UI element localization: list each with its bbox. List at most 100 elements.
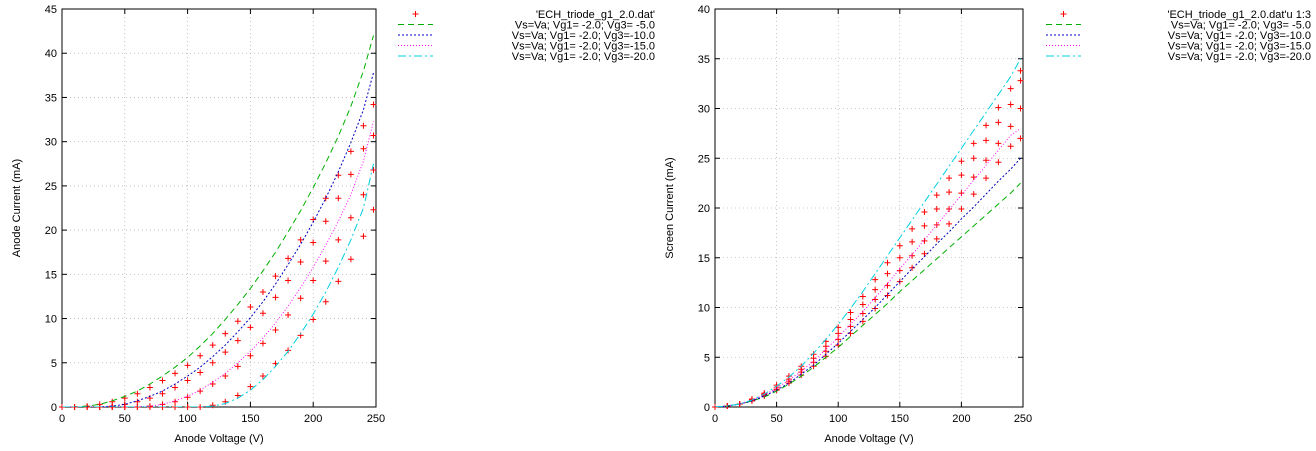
x-tick-label: 0 [59, 413, 65, 425]
data-point-plus [209, 359, 216, 366]
data-point-plus [159, 377, 166, 384]
data-point-plus [234, 392, 241, 399]
data-point-plus [184, 362, 191, 369]
data-point-plus [995, 104, 1002, 111]
data-point-plus [909, 225, 916, 232]
data-point-plus [983, 157, 990, 164]
x-tick-label: 150 [241, 413, 259, 425]
data-point-plus [272, 327, 279, 334]
data-point-plus [272, 273, 279, 280]
legend-entry-label: Vs=Va; Vg1= -2.0; Vg3=-20.0 [1168, 51, 1311, 63]
data-point-plus [921, 237, 928, 244]
data-point-plus [347, 256, 354, 263]
data-point-plus [884, 270, 891, 277]
y-tick-label: 30 [698, 104, 710, 116]
data-point-plus [335, 278, 342, 285]
data-point-plus [272, 294, 279, 301]
legend-entry-label: Vs=Va; Vg1= -2.0; Vg3= -5.0 [1171, 20, 1311, 32]
legend-entry-label: Vs=Va; Vg1= -2.0; Vg3=-15.0 [1168, 41, 1311, 53]
data-point-plus [958, 172, 965, 179]
data-point-plus [946, 205, 953, 212]
data-point-plus [933, 192, 940, 199]
y-tick-label: 20 [698, 203, 710, 215]
data-point-plus [197, 369, 204, 376]
y-tick-label: 10 [698, 303, 710, 315]
legend-entry-label: Vs=Va; Vg1= -2.0; Vg3=-10.0 [1168, 30, 1311, 42]
series-line [715, 127, 1021, 407]
data-point-plus [921, 222, 928, 229]
data-point-plus [896, 242, 903, 249]
plot-frame [714, 8, 1024, 408]
data-point-plus [872, 305, 879, 312]
y-tick-label: 0 [704, 402, 710, 414]
data-point-plus [222, 330, 229, 337]
data-point-plus [983, 122, 990, 129]
data-point-plus [1007, 101, 1014, 108]
data-point-plus [896, 254, 903, 261]
data-point-plus [872, 286, 879, 293]
data-point-plus [322, 195, 329, 202]
series-line [62, 163, 374, 407]
x-tick-label: 200 [952, 413, 970, 425]
legend-entry-label: Vs=Va; Vg1= -2.0; Vg3=-15.0 [512, 41, 655, 53]
data-point-plus [247, 383, 254, 390]
data-point-plus [884, 259, 891, 266]
x-tick-label: 100 [829, 413, 847, 425]
y-tick-label: 0 [51, 402, 57, 414]
data-point-plus [909, 252, 916, 259]
data-point-plus [884, 292, 891, 299]
legend-entry-label: 'ECH_triode_g1_2.0.dat' [536, 9, 655, 21]
data-point-plus [1017, 105, 1024, 112]
y-tick-label: 15 [698, 253, 710, 265]
data-point-plus [859, 293, 866, 300]
y-tick-label: 45 [45, 4, 57, 16]
data-point-plus [921, 250, 928, 257]
data-point-plus [847, 309, 854, 316]
data-point-plus [310, 277, 317, 284]
data-point-plus [347, 214, 354, 221]
data-point-plus [921, 208, 928, 215]
data-point-plus [234, 337, 241, 344]
y-tick-label: 40 [698, 4, 710, 16]
data-point-plus [222, 373, 229, 380]
data-point-plus [259, 310, 266, 317]
data-point-plus [259, 340, 266, 347]
legend-entry-label: Vs=Va; Vg1= -2.0; Vg3= -5.0 [515, 20, 655, 32]
data-point-plus [360, 233, 367, 240]
y-tick-label: 20 [45, 225, 57, 237]
y-tick-label: 30 [45, 137, 57, 149]
data-point-plus [184, 377, 191, 384]
data-point-plus [1007, 123, 1014, 130]
legend-plus-swatch [412, 11, 419, 17]
data-point-plus [995, 119, 1002, 126]
x-tick-label: 150 [891, 413, 909, 425]
data-point-plus [872, 276, 879, 283]
y-axis-label: Anode Current (mA) [11, 159, 23, 257]
legend-entry-label: Vs=Va; Vg1= -2.0; Vg3=-20.0 [512, 51, 655, 63]
data-point-plus [370, 132, 377, 139]
x-tick-label: 250 [1014, 413, 1032, 425]
data-point-plus [347, 148, 354, 155]
data-point-plus [847, 323, 854, 330]
data-point-plus [197, 352, 204, 359]
x-axis-label: Anode Voltage (V) [824, 433, 913, 445]
x-tick-label: 50 [119, 413, 131, 425]
data-point-plus [234, 318, 241, 325]
x-tick-label: 50 [770, 413, 782, 425]
y-tick-label: 5 [51, 358, 57, 370]
data-point-plus [310, 239, 317, 246]
x-axis-label: Anode Voltage (V) [174, 433, 263, 445]
y-tick-label: 35 [698, 54, 710, 66]
data-point-plus [360, 122, 367, 129]
data-point-plus [347, 171, 354, 178]
data-point-plus [835, 336, 842, 343]
data-point-plus [970, 140, 977, 147]
data-point-plus [285, 347, 292, 354]
data-point-plus [370, 206, 377, 213]
screen-current-chart: 0 50 100 150 200 250 0 5 10 15 20 25 30 35 40 Anode Vol… [664, 4, 1311, 445]
data-point-plus [209, 342, 216, 349]
data-point-plus [933, 205, 940, 212]
data-point-plus [958, 205, 965, 212]
x-tick-label: 100 [178, 413, 196, 425]
